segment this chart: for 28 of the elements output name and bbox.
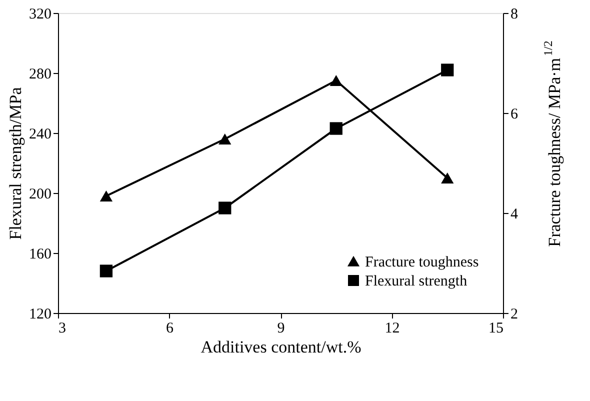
y2-tick-label: 4 (510, 206, 518, 222)
point (218, 134, 232, 144)
y-tick-label: 120 (29, 306, 52, 322)
legend-label: Flexural strength (365, 274, 468, 290)
y-tick-label: 200 (29, 186, 52, 202)
point (330, 75, 342, 86)
x-tick-label: 9 (277, 320, 285, 336)
point (218, 202, 232, 214)
y-tick-label: 320 (29, 6, 52, 22)
x-axis-title: Additives content/wt.% (200, 338, 362, 356)
x-tick-label: 6 (166, 320, 174, 336)
y-axis-title: Flexural strength/MPa (6, 86, 25, 240)
point (441, 172, 454, 184)
y-tick-label: 240 (29, 126, 52, 142)
point (441, 64, 454, 76)
point (330, 122, 342, 135)
y2-tick-label: 8 (510, 6, 518, 22)
y2-tick-label: 2 (510, 306, 518, 322)
point (100, 264, 113, 278)
point (100, 190, 113, 202)
y-tick-label: 160 (29, 246, 52, 262)
y2-axis-title: Fracture toughness/ MPa·m1/2 (541, 40, 564, 247)
legend-label: Fracture toughness (365, 254, 479, 270)
x-tick-label: 15 (488, 320, 504, 336)
x-tick-label: 3 (58, 320, 66, 336)
y2-tick-label: 6 (510, 106, 518, 122)
y-tick-label: 280 (29, 66, 52, 82)
x-tick-label: 12 (384, 320, 400, 336)
